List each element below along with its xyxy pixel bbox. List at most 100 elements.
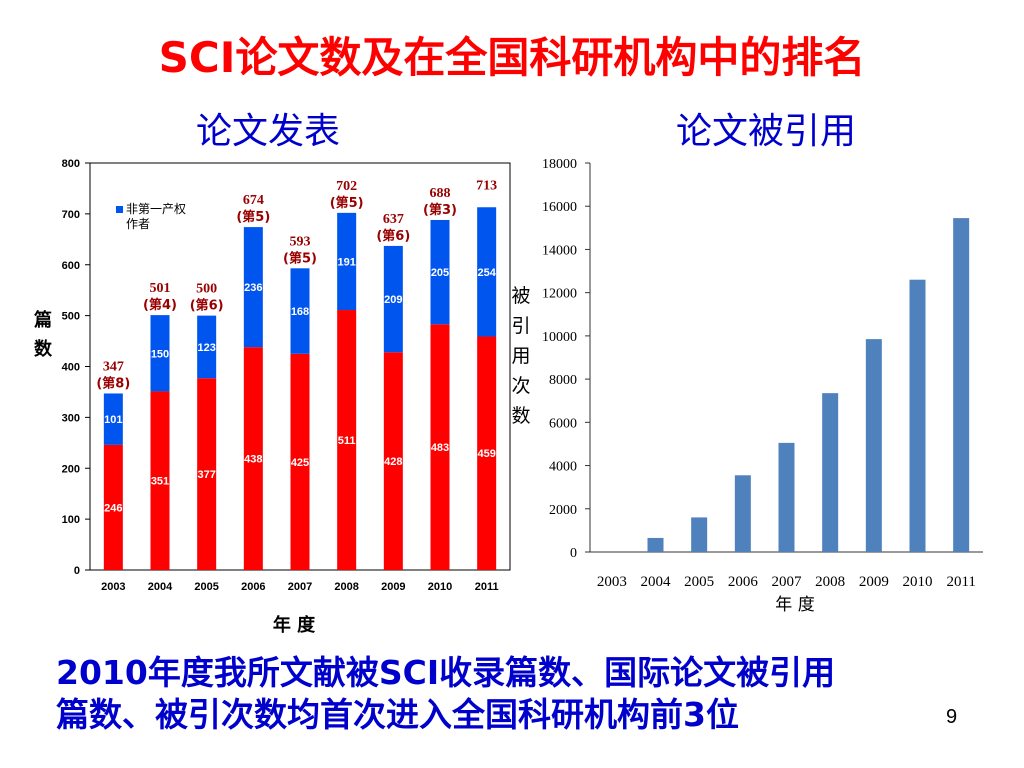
- footer-statement: 2010年度我所文献被SCI收录篇数、国际论文被引用 篇数、被引次数均首次进入全…: [56, 652, 835, 736]
- y-tick-label-citations: 8000: [549, 373, 577, 388]
- bar-citations: [822, 393, 839, 552]
- rank-annotation: (第4): [143, 297, 177, 313]
- bar-non-first-author: [103, 393, 123, 445]
- total-annotation: 688: [430, 186, 451, 201]
- data-label-non-first-author: 168: [291, 306, 309, 318]
- footer-line-2: 篇数、被引次数均首次进入全国科研机构前3位: [56, 695, 739, 734]
- bar-non-first-author: [150, 315, 170, 392]
- x-tick-label-citations: 2005: [684, 574, 714, 590]
- bar-first-author: [430, 324, 450, 570]
- data-label-first-author: 438: [244, 454, 262, 466]
- y-axis-title-char-citations: 用: [511, 345, 530, 367]
- bar-citations: [647, 537, 664, 552]
- bar-non-first-author: [430, 219, 450, 325]
- data-label-first-author: 459: [477, 448, 495, 460]
- x-tick-label-citations: 2004: [641, 574, 672, 590]
- data-label-non-first-author: 191: [337, 256, 355, 268]
- y-tick-label-citations: 6000: [549, 416, 577, 431]
- y-tick-label-citations: 10000: [542, 330, 577, 345]
- footer-line-1: 2010年度我所文献被SCI收录篇数、国际论文被引用: [56, 653, 836, 692]
- data-label-first-author: 483: [431, 442, 449, 454]
- x-tick-label-citations: 2007: [772, 574, 803, 590]
- data-label-non-first-author: 205: [431, 267, 449, 279]
- x-tick-label: 2009: [381, 581, 405, 593]
- bar-citations: [778, 442, 795, 552]
- legend-label-line-2: 作者: [126, 217, 150, 231]
- data-label-non-first-author: 236: [244, 282, 262, 294]
- x-tick-label: 2004: [148, 581, 173, 593]
- bar-non-first-author: [383, 245, 403, 353]
- data-label-first-author: 351: [151, 476, 169, 488]
- y-tick-label: 600: [62, 260, 80, 272]
- chart-title-citations: 论文被引用: [676, 111, 857, 152]
- x-tick-label: 2011: [475, 581, 499, 593]
- bar-first-author: [243, 347, 263, 570]
- y-tick-label-citations: 14000: [542, 243, 577, 258]
- x-tick-label-citations: 2009: [859, 574, 889, 590]
- total-annotation: 500: [196, 282, 217, 297]
- y-tick-label: 800: [62, 158, 80, 170]
- y-axis-title-char-citations: 次: [511, 375, 530, 397]
- data-label-non-first-author: 150: [151, 348, 169, 360]
- bar-citations: [734, 475, 751, 552]
- y-tick-label: 0: [74, 565, 80, 577]
- y-axis-title-char-citations: 引: [511, 315, 530, 337]
- x-tick-label: 2005: [194, 581, 218, 593]
- bar-citations: [909, 279, 926, 552]
- data-label-first-author: 246: [104, 502, 122, 514]
- bar-non-first-author: [243, 227, 263, 348]
- x-tick-label-citations: 2011: [946, 574, 975, 590]
- chart-title-papers: 论文发表: [196, 111, 341, 152]
- y-tick-label: 700: [62, 209, 80, 221]
- y-axis-title-char: 篇: [34, 309, 52, 331]
- bar-citations: [953, 218, 970, 552]
- rank-annotation: (第5): [236, 209, 270, 225]
- y-tick-label-citations: 16000: [542, 200, 577, 215]
- bar-first-author: [337, 310, 357, 570]
- data-label-non-first-author: 254: [477, 267, 496, 279]
- bar-first-author: [103, 444, 123, 570]
- x-tick-label: 2010: [428, 581, 452, 593]
- total-annotation: 674: [243, 193, 264, 208]
- y-tick-label-citations: 2000: [549, 503, 577, 518]
- x-tick-label-citations: 2008: [815, 574, 845, 590]
- bar-first-author: [477, 336, 497, 570]
- rank-annotation: (第5): [283, 250, 317, 266]
- y-tick-label: 100: [62, 514, 80, 526]
- bar-first-author: [383, 352, 403, 570]
- bar-citations: [865, 339, 882, 552]
- legend-label-line-1: 非第一产权: [126, 202, 186, 216]
- x-tick-label: 2008: [334, 581, 358, 593]
- total-annotation: 347: [103, 359, 124, 374]
- bar-non-first-author: [477, 207, 497, 337]
- total-annotation: 713: [476, 178, 497, 193]
- x-tick-label-citations: 2003: [597, 574, 627, 590]
- data-label-non-first-author: 209: [384, 294, 402, 306]
- total-annotation: 702: [336, 179, 357, 194]
- bar-citations: [691, 517, 708, 552]
- y-axis-title-char: 数: [34, 338, 53, 360]
- rank-annotation: (第5): [330, 195, 364, 211]
- x-tick-label-citations: 2010: [903, 574, 933, 590]
- y-tick-label: 300: [62, 412, 80, 424]
- y-tick-label: 500: [62, 311, 80, 323]
- y-axis-title-char-citations: 被: [511, 285, 530, 307]
- data-label-first-author: 428: [384, 456, 402, 468]
- x-tick-label: 2006: [241, 581, 265, 593]
- data-label-non-first-author: 123: [197, 342, 215, 354]
- rank-annotation: (第8): [96, 375, 130, 391]
- x-tick-label: 2003: [101, 581, 125, 593]
- x-tick-label-citations: 2006: [728, 574, 759, 590]
- data-label-first-author: 377: [197, 469, 215, 481]
- rank-annotation: (第6): [376, 228, 410, 244]
- data-label-non-first-author: 101: [104, 414, 122, 426]
- x-tick-label: 2007: [288, 581, 312, 593]
- data-label-first-author: 511: [338, 435, 356, 447]
- x-axis-title: 年 度: [273, 614, 316, 636]
- bar-first-author: [290, 353, 310, 570]
- bar-first-author: [197, 378, 217, 570]
- y-tick-label-citations: 0: [570, 546, 577, 561]
- total-annotation: 593: [290, 234, 311, 249]
- total-annotation: 501: [150, 281, 171, 296]
